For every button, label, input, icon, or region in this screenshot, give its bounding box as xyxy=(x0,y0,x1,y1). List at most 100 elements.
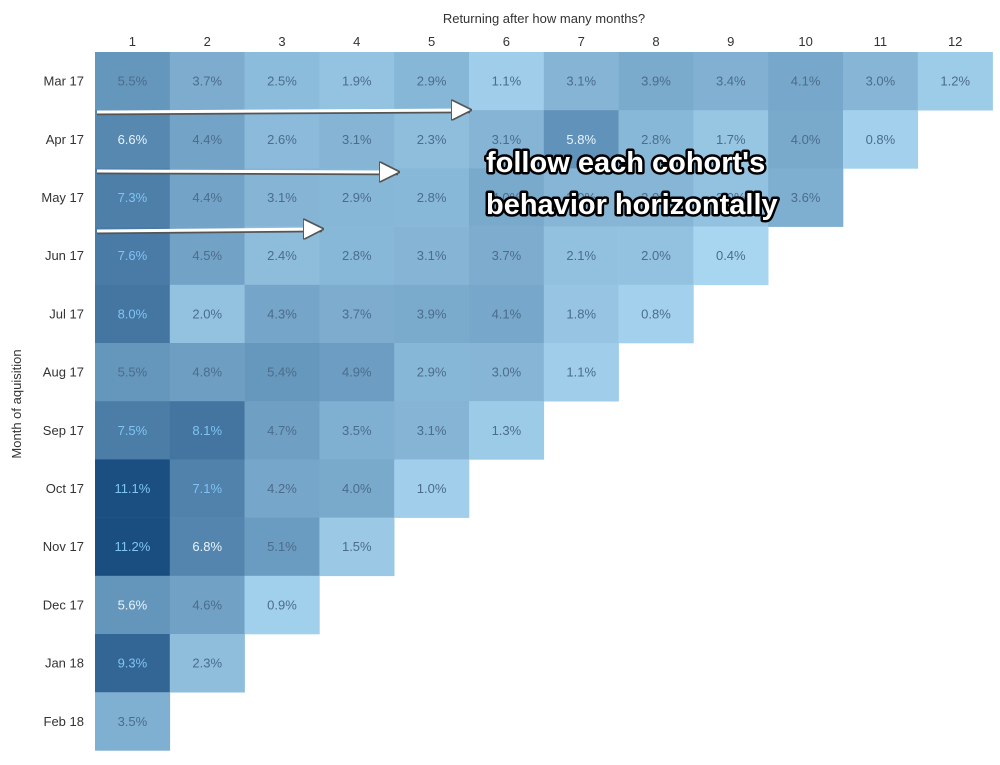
heatmap-cell xyxy=(469,343,545,402)
cell-value-label: 6.6% xyxy=(118,132,148,147)
heatmap-cell xyxy=(843,52,919,111)
cell-value-label: 2.8% xyxy=(641,132,671,147)
heatmap-cell xyxy=(543,110,619,169)
cell-value-label: 4.4% xyxy=(192,190,222,205)
heatmap-cell xyxy=(618,284,694,344)
heatmap-cell xyxy=(169,226,245,286)
cell-value-label: 7.6% xyxy=(118,248,148,263)
cell-value-label: 2.9% xyxy=(417,74,447,89)
heatmap-cell xyxy=(169,459,245,518)
y-tick-label: Apr 17 xyxy=(46,132,84,147)
y-tick-label: Nov 17 xyxy=(43,539,84,554)
heatmap-cell xyxy=(319,401,395,460)
cell-value-label: 3.1% xyxy=(417,248,447,263)
y-axis-title: Month of aquisition xyxy=(9,349,24,458)
x-tick-label: 10 xyxy=(798,34,812,49)
heatmap-cell xyxy=(543,284,619,344)
cell-value-label: 3.1% xyxy=(566,74,596,89)
heatmap-cell xyxy=(169,284,245,344)
heatmap-cell xyxy=(768,52,844,111)
cell-value-label: 5.5% xyxy=(118,365,148,380)
heatmap-cell xyxy=(319,52,395,111)
heatmap-cell xyxy=(618,110,694,169)
y-tick-label: Jul 17 xyxy=(49,306,84,321)
cell-value-label: 3.0% xyxy=(641,190,671,205)
cell-value-label: 5.4% xyxy=(267,365,297,380)
cell-value-label: 4.0% xyxy=(791,132,821,147)
cell-value-label: 2.3% xyxy=(192,656,222,671)
heatmap-cell xyxy=(394,168,470,227)
cell-value-label: 0.8% xyxy=(866,132,896,147)
x-axis-ticks: 1 2 3 4 5 6 7 8 9 10 11 12 xyxy=(129,34,963,49)
heatmap-cell xyxy=(469,168,545,227)
cell-value-label: 4.1% xyxy=(791,74,821,89)
cell-value-label: 2.0% xyxy=(716,190,746,205)
cell-value-label: 0.8% xyxy=(641,306,671,321)
y-tick-label: Jan 18 xyxy=(45,656,84,671)
cell-value-label: 3.0% xyxy=(566,190,596,205)
cell-value-label: 0.4% xyxy=(716,248,746,263)
heatmap-cell xyxy=(469,110,545,169)
y-tick-label: Oct 17 xyxy=(46,481,84,496)
cell-value-label: 4.0% xyxy=(492,190,522,205)
heatmap-cell xyxy=(693,168,769,227)
cell-value-label: 3.7% xyxy=(342,306,372,321)
cell-value-label: 2.5% xyxy=(267,74,297,89)
x-tick-label: 2 xyxy=(204,34,211,49)
cell-value-label: 11.1% xyxy=(114,481,150,496)
cell-value-label: 2.9% xyxy=(342,190,372,205)
heatmap-cell xyxy=(95,692,171,751)
cell-value-label: 3.0% xyxy=(492,365,522,380)
heatmap-cell xyxy=(618,168,694,227)
heatmap-cell xyxy=(95,459,171,518)
heatmap-cell xyxy=(169,517,245,577)
annotation-arrow xyxy=(96,171,398,172)
cell-value-label: 0.9% xyxy=(267,597,297,612)
cell-value-label: 7.3% xyxy=(118,190,148,205)
heatmap-cell xyxy=(319,517,395,577)
x-tick-label: 5 xyxy=(428,34,435,49)
cell-value-label: 4.5% xyxy=(192,248,222,263)
x-tick-label: 11 xyxy=(874,34,888,49)
annotation: follow each cohort's behavior horizontal… xyxy=(484,145,781,224)
y-tick-label: May 17 xyxy=(41,190,84,205)
cell-value-label: 3.7% xyxy=(492,248,522,263)
y-tick-label: Aug 17 xyxy=(43,365,84,380)
heatmap-cell xyxy=(95,575,171,635)
heatmap-cell xyxy=(618,52,694,111)
cell-value-label: 1.8% xyxy=(566,306,596,321)
cell-value-label: 7.5% xyxy=(118,423,148,438)
cell-value-label: 4.6% xyxy=(192,597,222,612)
heatmap-cell xyxy=(693,226,769,286)
x-tick-label: 7 xyxy=(578,34,585,49)
y-axis-ticks: Mar 17 Apr 17 May 17 Jun 17 Jul 17 Aug 17 Sep … xyxy=(41,74,84,729)
y-tick-label: Sep 17 xyxy=(43,423,84,438)
annotation-line-2: behavior horizontally xyxy=(486,189,778,221)
heatmap-cell xyxy=(394,226,470,286)
x-tick-label: 12 xyxy=(948,34,962,49)
x-axis-title: Returning after how many months? xyxy=(443,11,645,26)
cell-value-label: 1.7% xyxy=(716,132,746,147)
heatmap-cell xyxy=(169,634,245,693)
cell-value-label: 3.9% xyxy=(641,74,671,89)
heatmap-cell xyxy=(469,401,545,460)
heatmap-cell xyxy=(543,52,619,111)
heatmap-cell xyxy=(244,517,320,577)
heatmap-cell xyxy=(244,575,320,635)
cell-value-label: 9.3% xyxy=(118,656,148,671)
heatmap-cell xyxy=(169,110,245,169)
heatmap-cell xyxy=(169,343,245,402)
cell-value-label: 2.1% xyxy=(566,248,596,263)
cell-value-label: 11.2% xyxy=(114,539,150,554)
heatmap-cell xyxy=(768,168,844,227)
heatmap-cell xyxy=(469,226,545,286)
cell-value-label: 2.0% xyxy=(192,306,222,321)
heatmap-cell xyxy=(244,168,320,227)
cell-value-label: 8.1% xyxy=(192,423,222,438)
cell-value-label: 2.9% xyxy=(417,365,447,380)
cell-value-label: 4.9% xyxy=(342,365,372,380)
heatmap-cell xyxy=(469,284,545,344)
heatmap-cell xyxy=(169,401,245,460)
cell-value-label: 5.1% xyxy=(267,539,297,554)
